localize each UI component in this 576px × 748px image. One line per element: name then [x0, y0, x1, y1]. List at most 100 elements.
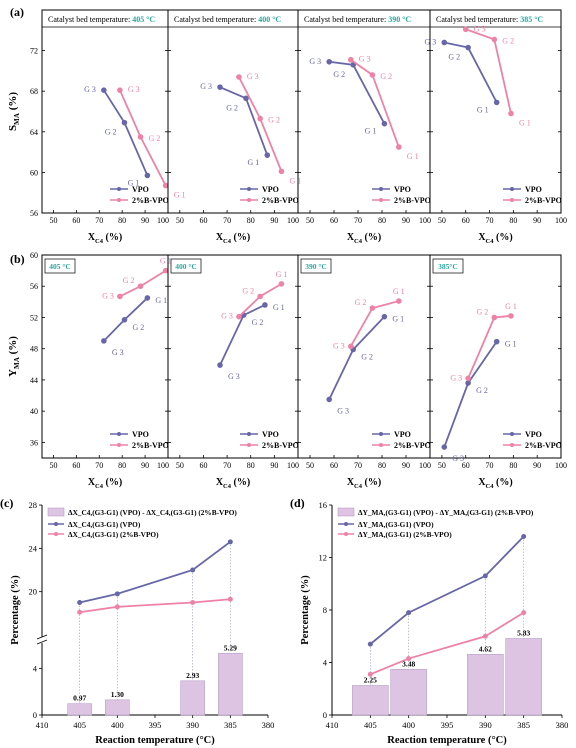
x-tick-label: 100: [555, 216, 567, 225]
data-point: [406, 610, 412, 616]
point-label: G 1: [477, 105, 489, 114]
data-point: [101, 338, 107, 344]
x-tick-label: 395: [441, 720, 454, 730]
legend-swatch-marker: [54, 532, 58, 536]
x-tick-label: 70: [223, 461, 231, 470]
x-tick-label: 50: [306, 461, 314, 470]
label-base: X: [347, 477, 355, 488]
series-line-vpo: [369, 535, 525, 645]
label-sub: MA: [13, 356, 21, 369]
data-point: [369, 305, 376, 311]
x-tick-label: 90: [402, 216, 410, 225]
bar: [390, 669, 427, 716]
panel-title-text: Catalyst bed temperature:: [48, 15, 132, 24]
point-label: G 2: [361, 352, 373, 361]
x-axis-label: XC4 (%): [478, 232, 512, 245]
y-tick-label: 28: [29, 500, 38, 510]
label-tail: (%): [362, 477, 381, 488]
data-point: [441, 444, 448, 450]
legend-swatch-marker: [379, 432, 383, 436]
temp-box-label: 390 °C: [305, 262, 327, 271]
point-label: G 3: [84, 85, 96, 94]
x-tick-label: 60: [72, 461, 80, 470]
data-point: [257, 115, 263, 122]
x-tick-label: 60: [72, 216, 80, 225]
bar: [180, 680, 205, 716]
label-base: S: [7, 125, 19, 131]
y-tick-label: 48: [30, 345, 38, 354]
x-tick-label: 90: [141, 216, 149, 225]
point-label: G 3: [112, 348, 124, 357]
y-tick-label: 64: [30, 128, 38, 137]
data-point: [441, 39, 448, 46]
legend-swatch-marker: [247, 187, 251, 191]
legend-swatch-marker: [510, 198, 514, 202]
legend-label: 2%B-VPO: [262, 196, 299, 205]
x-tick-label: 50: [49, 461, 57, 470]
y-tick-label: 12: [319, 553, 328, 563]
legend-label: ΔX_C4,(G3-G1) (2%B-VPO): [68, 530, 159, 539]
point-label: G 1: [505, 340, 517, 349]
plot-frame: [297, 9, 431, 214]
data-point: [491, 314, 498, 321]
x-tick-label: 410: [36, 720, 49, 730]
point-label: G 1: [393, 287, 405, 296]
legend-label: ΔX_C4,(G3-G1) (VPO) - ΔX_C4,(G3-G1) (2%B…: [68, 508, 237, 517]
point-label: G 2: [448, 53, 460, 62]
bar-value-label: 0.97: [73, 694, 86, 703]
panel-title: Catalyst bed temperature: 405 °C: [48, 15, 155, 24]
x-axis-label: XC4 (%): [347, 477, 381, 490]
legend-swatch-marker: [117, 198, 121, 202]
panel-title: Catalyst bed temperature: 385 °C: [436, 15, 543, 24]
point-label: G 1: [365, 127, 377, 136]
x-tick-label: 80: [118, 461, 126, 470]
label-base: X: [88, 477, 96, 488]
data-point: [190, 600, 196, 605]
data-point: [348, 56, 354, 63]
x-tick-label: 400: [402, 720, 415, 730]
point-label: G 3: [425, 37, 437, 46]
data-point: [257, 293, 263, 300]
bar: [352, 685, 389, 716]
y-tick-label: 68: [30, 87, 38, 96]
data-point: [144, 172, 151, 179]
data-point: [236, 313, 242, 320]
legend-swatch-marker: [54, 522, 58, 526]
x-axis-label: XC4 (%): [88, 477, 122, 490]
x-tick-label: 410: [326, 720, 339, 730]
data-point: [101, 87, 107, 93]
legend-label: 2%B-VPO: [262, 441, 299, 450]
x-tick-label: 70: [354, 461, 362, 470]
data-point: [77, 600, 83, 605]
x-tick-label: 405: [364, 720, 377, 730]
data-point: [121, 119, 128, 126]
y-tick-label: 60: [30, 251, 38, 260]
x-tick-label: 70: [223, 216, 231, 225]
axis-break-mark: [36, 639, 48, 645]
data-point: [190, 567, 196, 573]
x-tick-label: 70: [95, 216, 103, 225]
bar: [467, 654, 504, 716]
x-tick-label: 80: [378, 216, 386, 225]
x-tick-label: 50: [176, 461, 184, 470]
x-tick-label: 60: [462, 461, 470, 470]
data-point: [137, 283, 144, 290]
legend-label: 2%B-VPO: [525, 196, 562, 205]
y-axis-label: YMA (%): [7, 336, 21, 377]
data-point: [144, 295, 151, 301]
data-point: [114, 604, 120, 610]
temp-box: [300, 258, 332, 274]
x-tick-label: 100: [555, 461, 567, 470]
data-point: [114, 591, 120, 597]
point-label: G 2: [132, 323, 144, 332]
legend-label: ΔY_MA,(G3-G1) (2%B-VPO): [358, 530, 452, 539]
x-tick-label: 60: [199, 461, 207, 470]
x-tick-label: 80: [378, 461, 386, 470]
data-point: [465, 380, 471, 386]
x-tick-label: 90: [402, 461, 410, 470]
data-point: [462, 26, 469, 33]
point-label: G 3: [337, 406, 349, 415]
series-line-vpo: [328, 316, 386, 400]
